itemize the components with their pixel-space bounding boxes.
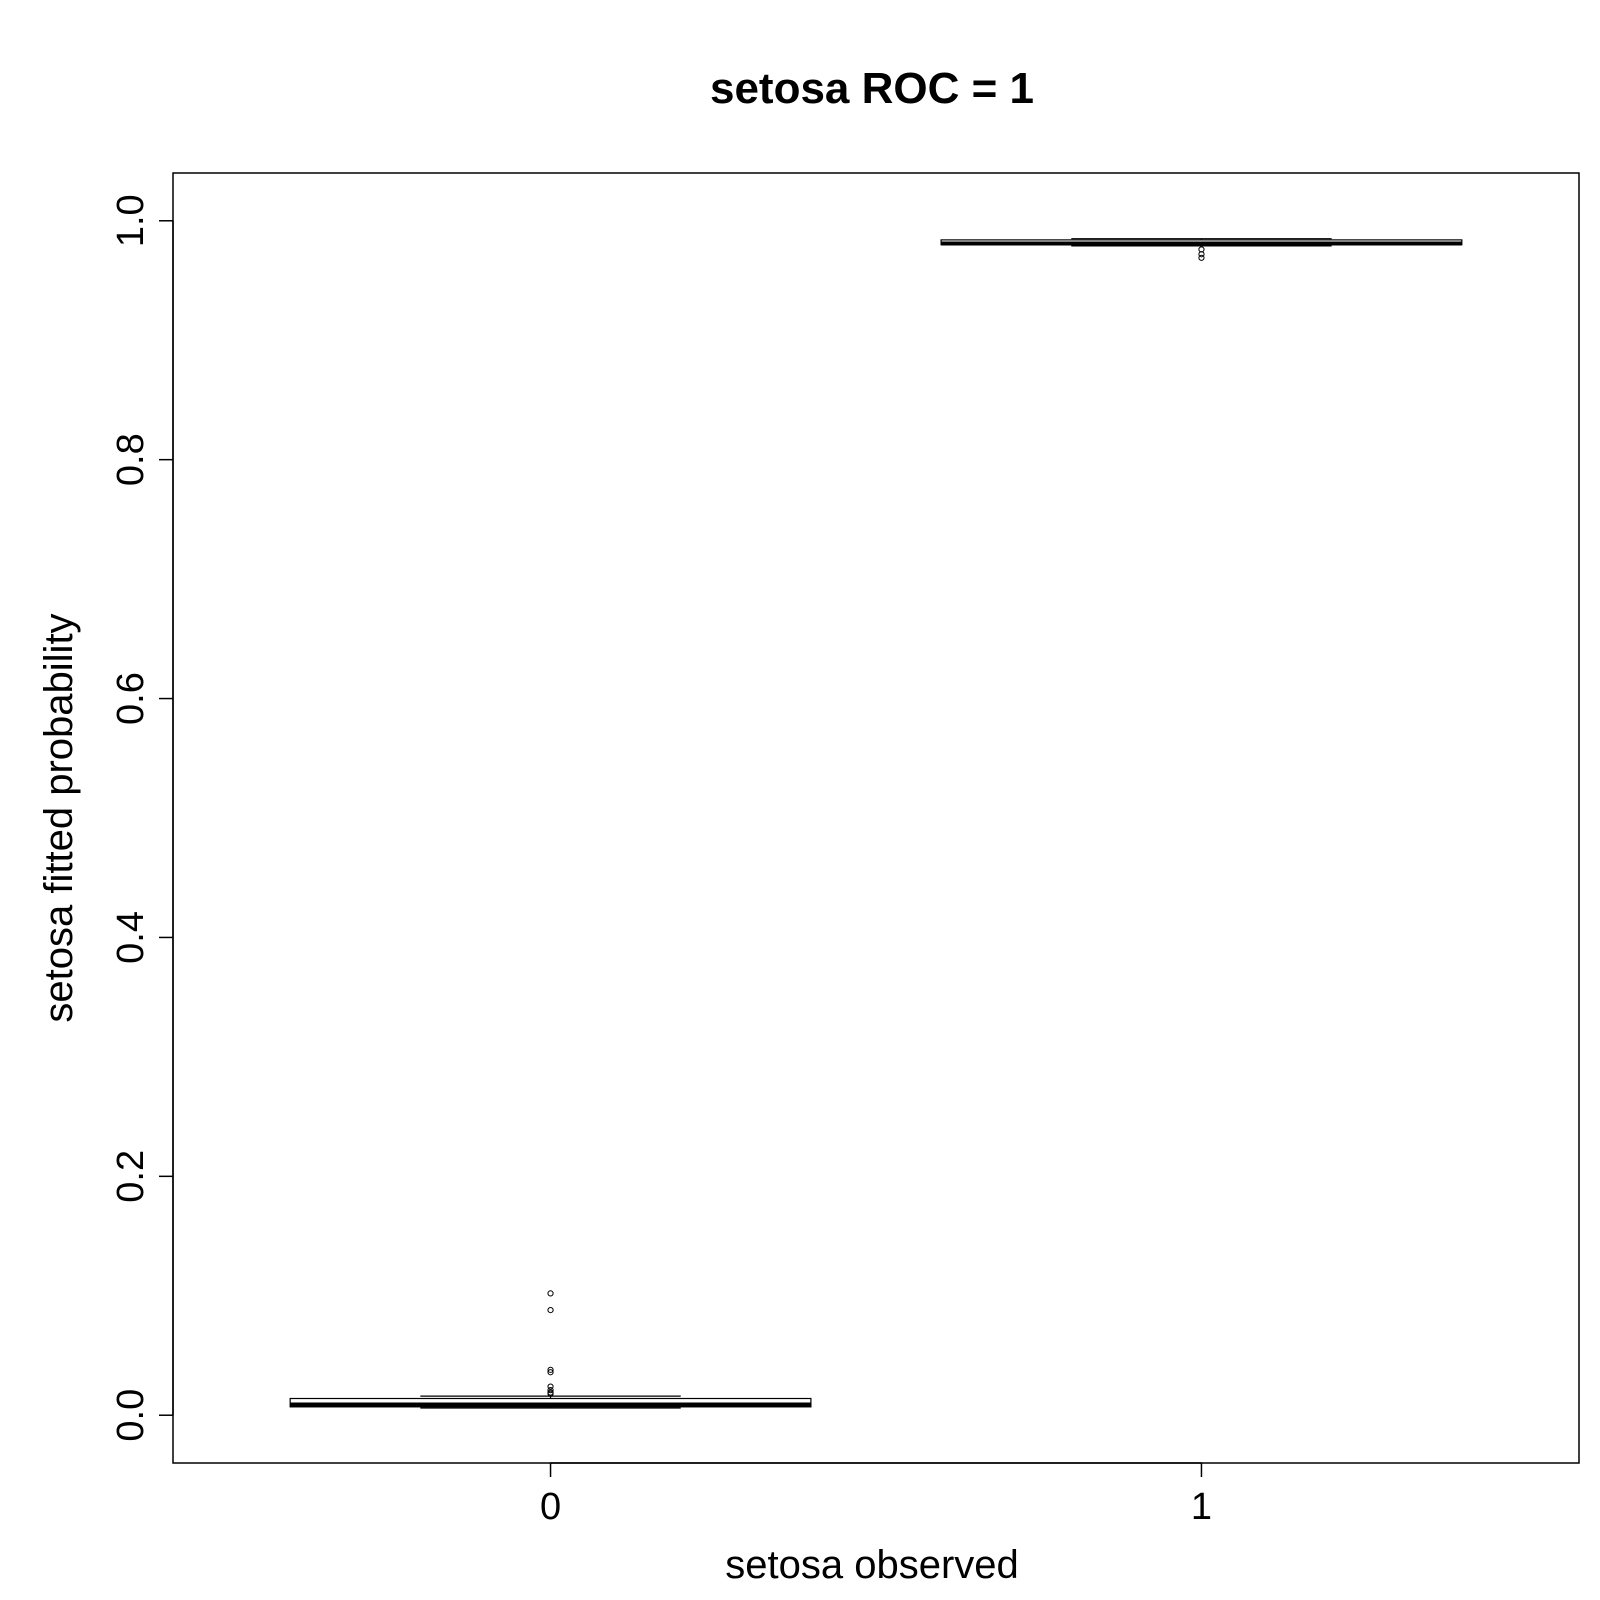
- x-axis-label: setosa observed: [725, 1543, 1019, 1587]
- chart-title: setosa ROC = 1: [710, 64, 1034, 113]
- outlier-point: [547, 1383, 554, 1390]
- y-tick-label: 0.0: [110, 1389, 152, 1442]
- plot-frame: [172, 172, 1580, 1464]
- y-tick-label: 1.0: [110, 194, 152, 247]
- outlier-point: [547, 1307, 554, 1314]
- x-tick-label: 1: [1191, 1486, 1212, 1528]
- boxes-layer: [289, 238, 1463, 1409]
- box-group-0: [289, 1290, 812, 1409]
- outlier-point: [547, 1290, 554, 1297]
- y-tick-label: 0.6: [110, 672, 152, 725]
- outlier-point: [1198, 251, 1205, 258]
- y-axis: 0.0 0.2 0.4 0.6 0.8 1.0: [110, 194, 174, 1442]
- outlier-point: [547, 1366, 554, 1373]
- y-tick-label: 0.4: [110, 911, 152, 964]
- x-tick-label: 0: [540, 1486, 561, 1528]
- outlier-point: [1198, 254, 1205, 261]
- box-group-1: [940, 238, 1463, 261]
- outlier-point: [547, 1369, 554, 1376]
- y-tick-label: 0.8: [110, 433, 152, 486]
- outlier-point: [547, 1387, 554, 1394]
- outlier-point: [547, 1390, 554, 1397]
- y-tick-label: 0.2: [110, 1150, 152, 1203]
- y-axis-label: setosa fitted probability: [37, 613, 81, 1022]
